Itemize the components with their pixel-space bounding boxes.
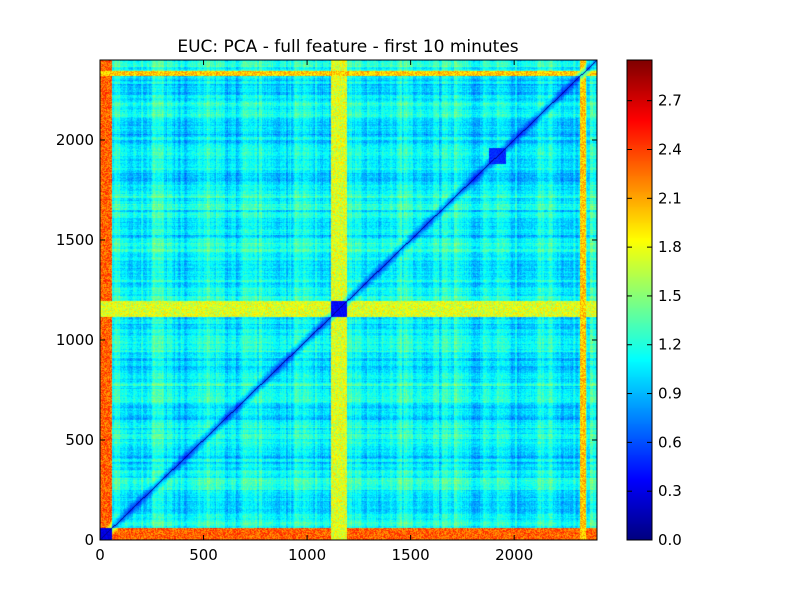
y-tick-label: 1000 bbox=[56, 331, 94, 349]
heatmap bbox=[99, 59, 598, 541]
x-tick-label: 500 bbox=[189, 546, 218, 564]
x-tick-label: 2000 bbox=[495, 546, 533, 564]
x-tick-label: 1000 bbox=[288, 546, 326, 564]
colorbar-tick-label: 1.2 bbox=[658, 336, 682, 354]
colorbar-frame bbox=[626, 59, 653, 541]
heatmap-raster bbox=[100, 60, 597, 540]
colorbar-tick-label: 0.0 bbox=[658, 531, 682, 549]
colorbar-gradient bbox=[627, 60, 652, 540]
x-tick-label: 0 bbox=[95, 546, 105, 564]
y-tick-label: 500 bbox=[65, 431, 94, 449]
colorbar-tick-label: 1.8 bbox=[658, 238, 682, 256]
colorbar-tick-label: 2.7 bbox=[658, 92, 682, 110]
colorbar-canvas bbox=[627, 60, 652, 540]
x-tick-label: 1500 bbox=[392, 546, 430, 564]
y-axis: 0 500 1000 1500 2000 bbox=[56, 131, 597, 549]
heatmap-canvas bbox=[100, 60, 597, 540]
y-tick-label: 1500 bbox=[56, 231, 94, 249]
plot-frame bbox=[99, 59, 598, 541]
colorbar-tick-label: 2.4 bbox=[658, 140, 682, 158]
colorbar-tick-label: 0.9 bbox=[658, 385, 682, 403]
colorbar: 0.0 0.3 0.6 0.9 1.2 1.5 1.8 2.1 2.4 2.7 bbox=[626, 59, 682, 549]
colorbar-tick-label: 1.5 bbox=[658, 287, 682, 305]
y-tick-label: 2000 bbox=[56, 131, 94, 149]
colorbar-tick-label: 0.3 bbox=[658, 482, 682, 500]
chart-title: EUC: PCA - full feature - first 10 minut… bbox=[177, 37, 518, 57]
y-tick-label: 0 bbox=[84, 531, 94, 549]
x-axis: 0 500 1000 1500 2000 bbox=[95, 60, 533, 564]
colorbar-tick-label: 0.6 bbox=[658, 433, 682, 451]
colorbar-tick-label: 2.1 bbox=[658, 189, 682, 207]
colorbar-ticks: 0.0 0.3 0.6 0.9 1.2 1.5 1.8 2.1 2.4 2.7 bbox=[627, 92, 682, 549]
